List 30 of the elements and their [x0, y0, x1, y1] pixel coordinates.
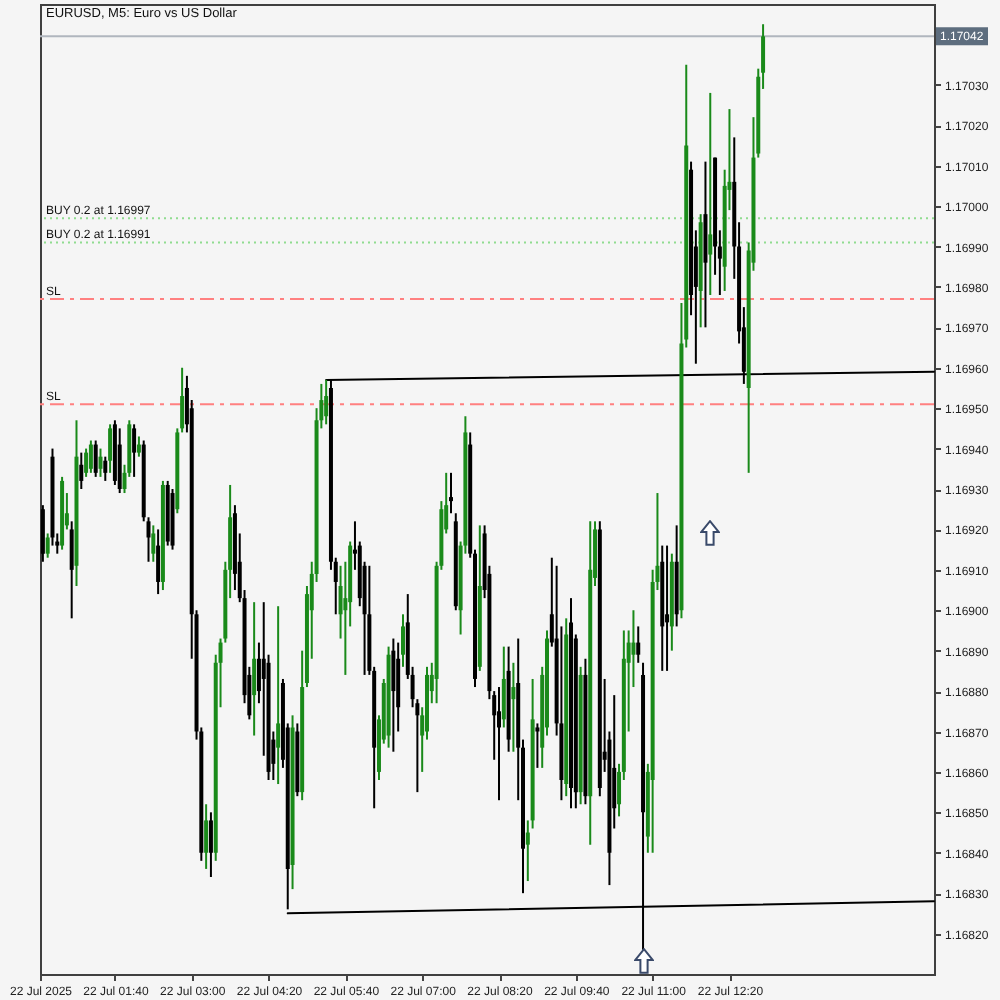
candlestick: [391, 637, 396, 753]
candlestick: [132, 423, 137, 478]
candlestick: [665, 544, 670, 672]
candlestick: [136, 435, 141, 458]
candlestick: [93, 439, 98, 478]
candlestick: [98, 447, 103, 478]
candlestick: [501, 645, 506, 729]
candlestick: [40, 504, 45, 563]
candlestick: [88, 439, 93, 474]
candlestick: [69, 520, 74, 620]
candlestick: [708, 91, 713, 296]
candlestick: [511, 661, 516, 753]
candlestick: [324, 378, 329, 426]
candlestick: [208, 811, 213, 878]
candlestick: [156, 528, 161, 596]
candlestick: [448, 471, 453, 515]
candlestick: [45, 532, 50, 559]
candlestick: [497, 686, 501, 802]
candlestick: [535, 722, 540, 769]
candlestick: [117, 427, 122, 495]
candlestick: [84, 447, 89, 478]
candlestick: [400, 613, 405, 668]
candlestick: [103, 455, 108, 482]
candlestick: [79, 451, 84, 490]
candlestick: [636, 625, 641, 664]
candlestick: [204, 803, 209, 870]
candlestick: [151, 524, 156, 563]
candlestick: [252, 601, 257, 737]
candlestick: [276, 605, 281, 786]
candlestick: [108, 423, 113, 474]
